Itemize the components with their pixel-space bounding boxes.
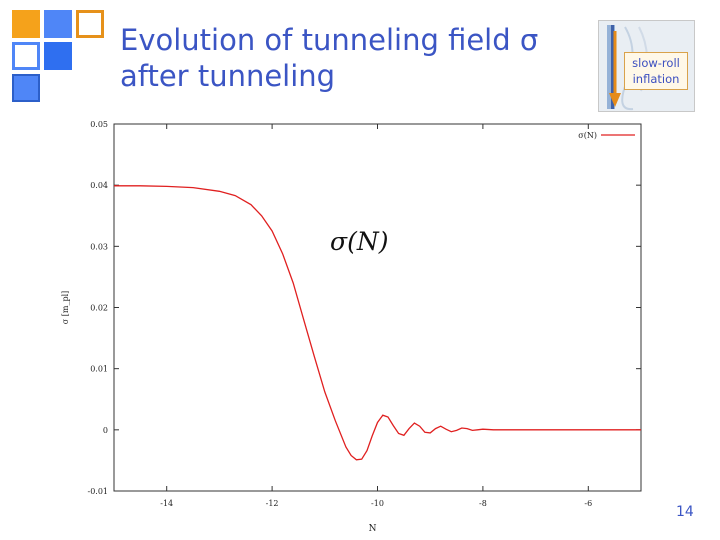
y-tick-label: 0.01 [90, 365, 108, 374]
x-tick-label: -6 [584, 499, 592, 508]
chart-plot-area: -0.01 0 0.01 0.02 0.03 0.04 0.05 -14 -12 -10 -8 -6 N… [61, 120, 642, 534]
y-tick-label: 0.03 [90, 242, 108, 251]
corner-square-outline-orange [76, 10, 104, 38]
y-tick-label: 0.05 [90, 120, 108, 129]
slow-roll-label-line-1: slow-roll [632, 56, 680, 70]
slide-title-line-2: after tunneling [120, 59, 336, 93]
slow-roll-label: slow-roll inflation [624, 52, 688, 90]
y-tick-label: 0.02 [90, 304, 108, 313]
x-tick-label: -14 [160, 499, 173, 508]
x-axis-label: N [369, 524, 377, 534]
y-tick-label: -0.01 [87, 487, 108, 496]
legend-label: σ(N) [578, 131, 597, 140]
slide-title-line-1: Evolution of tunneling field σ [120, 23, 539, 57]
y-tick-label: 0.04 [90, 181, 108, 190]
corner-square-orange [12, 10, 40, 38]
plot-frame [113, 123, 642, 492]
corner-square-blue-bottom [12, 74, 40, 102]
x-tick-label: -12 [266, 499, 279, 508]
corner-square-blue [44, 10, 72, 38]
slide-title: Evolution of tunneling field σ after tun… [120, 22, 590, 94]
x-tick-label: -10 [371, 499, 384, 508]
corner-square-blue-dark [44, 42, 72, 70]
page-number: 14 [676, 504, 694, 520]
corner-square-outline-blue [12, 42, 40, 70]
y-tick-label: 0 [103, 426, 108, 435]
x-tick-label: -8 [479, 499, 487, 508]
y-axis-label: σ [m_pl] [61, 291, 70, 325]
down-arrow-icon [609, 31, 621, 107]
slow-roll-label-line-2: inflation [632, 72, 680, 86]
sigma-annotation: σ(N) [330, 227, 388, 256]
series-line [114, 185, 641, 461]
